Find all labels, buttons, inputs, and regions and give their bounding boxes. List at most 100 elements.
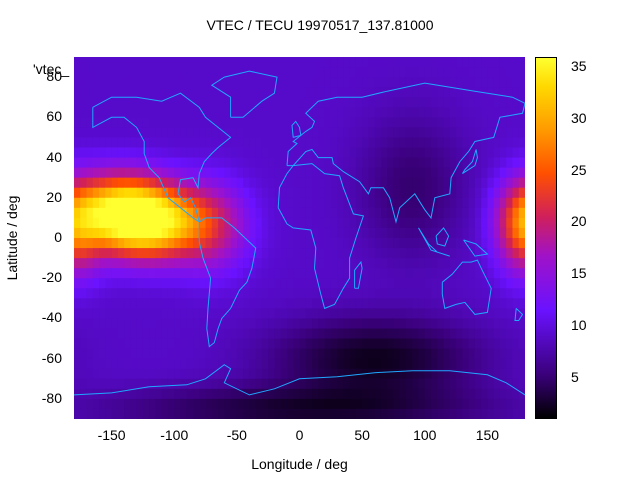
heatmap-cell [418,157,426,169]
heatmap-cell [268,378,276,390]
heatmap-cell [286,258,294,269]
heatmap-cell [117,368,125,380]
x-tick-label: -100 [160,427,189,443]
heatmap-cell [437,197,445,209]
heatmap-cell [117,177,125,189]
heatmap-cell [280,348,288,360]
heatmap-cell [199,137,207,149]
heatmap-cell [481,167,489,179]
heatmap-cell [80,57,88,68]
heatmap-cell [230,348,238,360]
heatmap-cell [230,358,238,370]
heatmap-cell [161,328,169,340]
heatmap-cell [324,258,332,269]
heatmap-cell [412,67,420,78]
heatmap-cell [243,288,250,299]
heatmap-cell [236,338,244,350]
heatmap-cell [431,378,438,390]
heatmap-cell [355,67,363,78]
heatmap-cell [449,398,457,410]
heatmap-cell [399,408,407,419]
heatmap-cell [393,408,401,419]
heatmap-cell [355,238,363,249]
heatmap-cell [268,248,276,259]
heatmap-cell [449,67,457,78]
heatmap-cell [318,318,326,330]
heatmap-cell [368,167,376,179]
heatmap-cell [280,268,288,279]
heatmap-cell [487,248,495,259]
heatmap-cell [368,378,376,390]
heatmap-cell [161,77,169,88]
heatmap-cell [368,298,376,309]
heatmap-cell [218,127,225,139]
heatmap-cell [80,398,88,410]
heatmap-cell [274,288,282,299]
heatmap-cell [199,268,207,279]
heatmap-cell [293,298,301,309]
heatmap-cell [380,167,388,179]
heatmap-cell [280,328,288,340]
heatmap-cell [512,197,520,209]
heatmap-cell [399,278,407,289]
heatmap-cell [393,67,401,78]
heatmap-cell [280,368,288,380]
heatmap-cell [506,358,514,370]
heatmap-cell [487,268,495,279]
heatmap-cell [437,288,445,299]
heatmap-cell [481,318,489,330]
heatmap-cell [243,338,250,350]
heatmap-cell [324,368,332,380]
heatmap-cell [249,308,257,320]
heatmap-cell [424,378,432,390]
heatmap-cell [424,187,432,199]
colorbar-tick-label: 15 [571,265,587,282]
heatmap-cell [399,378,407,390]
heatmap-cell [374,187,382,199]
heatmap-cell [86,107,94,118]
heatmap-cell [230,177,238,189]
heatmap-cell [343,358,351,370]
heatmap-cell [387,207,395,219]
heatmap-cell [117,398,125,410]
heatmap-cell [74,358,81,370]
heatmap-cell [343,217,351,229]
heatmap-cell [105,207,113,219]
heatmap-cell [481,197,489,209]
heatmap-cell [74,217,81,229]
heatmap-cell [368,308,376,320]
heatmap-cell [481,187,489,199]
heatmap-cell [362,157,369,169]
heatmap-cell [99,358,106,370]
heatmap-cell [218,258,225,269]
heatmap-cell [218,358,225,370]
heatmap-cell [487,298,495,309]
heatmap-cell [205,278,213,289]
heatmap-cell [86,217,94,229]
heatmap-cell [199,77,207,88]
heatmap-cell [117,258,125,269]
x-axis-label: Longitude / deg [251,456,348,472]
heatmap-cell [180,207,188,219]
heatmap-cell [92,278,100,289]
heatmap-cell [487,167,495,179]
heatmap-cell [205,167,213,179]
heatmap-cell [330,97,338,108]
legend-label: 'vtec_ [33,61,70,77]
heatmap-cell [399,358,407,370]
heatmap-cell [286,308,294,320]
heatmap-cell [261,127,269,139]
heatmap-cell [218,67,225,78]
heatmap-cell [518,187,525,199]
heatmap-cell [343,147,351,159]
heatmap-cell [380,308,388,320]
heatmap-cell [174,308,182,320]
heatmap-cell [149,308,157,320]
heatmap-cell [155,298,163,309]
heatmap-cell [474,67,482,78]
heatmap-cell [318,378,326,390]
heatmap-cell [487,368,495,380]
heatmap-cell [431,167,438,179]
heatmap-cell [249,127,257,139]
heatmap-cell [80,107,88,118]
